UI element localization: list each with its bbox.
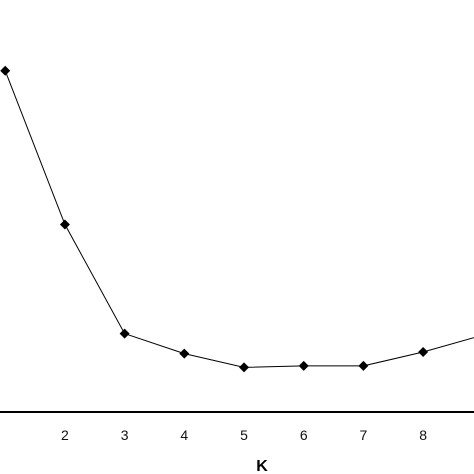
data-point-marker [119, 328, 130, 339]
data-point-marker [179, 348, 190, 359]
x-tick-label: 4 [180, 427, 188, 443]
data-point-marker [0, 65, 11, 76]
data-point-marker [358, 360, 369, 371]
x-tick-label: 6 [300, 427, 308, 443]
series-line [4, 70, 474, 368]
data-point-marker [59, 219, 70, 230]
x-tick-label: 2 [61, 427, 69, 443]
x-tick-label: 5 [240, 427, 248, 443]
x-tick-label: 7 [360, 427, 368, 443]
data-point-marker [239, 362, 250, 373]
data-point-marker [418, 347, 429, 358]
x-axis-title: K [256, 458, 268, 474]
data-point-marker [298, 360, 309, 371]
x-tick-label: 8 [419, 427, 427, 443]
x-tick-label: 3 [121, 427, 129, 443]
